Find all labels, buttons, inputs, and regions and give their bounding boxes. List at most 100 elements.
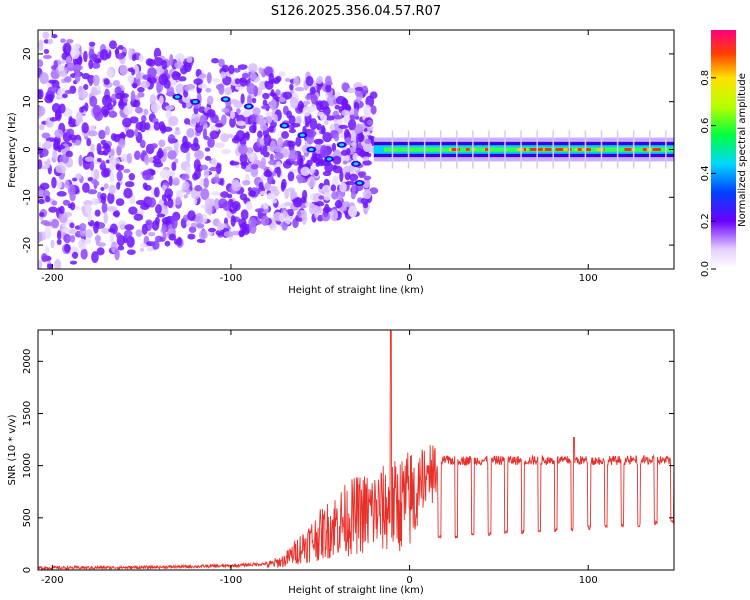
- spectrogram-blob: [240, 209, 249, 221]
- spectrogram-blob: [242, 180, 251, 186]
- spectrogram-blob: [158, 139, 166, 148]
- carrier-streak: [552, 130, 555, 169]
- spectrogram-blob: [221, 114, 227, 126]
- spectrogram-blob: [288, 149, 298, 162]
- spectrogram-blob: [45, 195, 51, 203]
- spectrogram-blob: [332, 165, 343, 174]
- spectrogram-blob: [241, 72, 250, 79]
- spectrogram-blob: [252, 121, 257, 134]
- spectrogram-blob: [199, 73, 207, 79]
- spectrogram-blob: [340, 153, 350, 163]
- spectrogram-blob: [342, 160, 348, 165]
- spectrogram-blob: [43, 39, 50, 44]
- spectrogram-blob: [103, 142, 110, 150]
- spectrogram-blob: [108, 184, 116, 195]
- colorbar-tick-label: 0.0: [700, 261, 711, 277]
- spectrogram-blob: [184, 118, 191, 125]
- spectrogram-blob: [262, 99, 268, 106]
- spectrogram-blob: [268, 159, 278, 166]
- spectrogram-blob: [92, 74, 100, 87]
- spectrogram-blob: [251, 97, 257, 104]
- spectrogram-blob: [38, 123, 45, 131]
- spectrogram-blob: [262, 92, 270, 100]
- spectrogram-blob: [229, 110, 236, 120]
- spectrogram-blob: [78, 89, 89, 99]
- spectrogram-blob: [227, 193, 233, 199]
- colorbar-tick-label: 0.6: [700, 118, 711, 134]
- spectrogram-blob: [296, 115, 302, 121]
- spectrogram-blob: [172, 177, 180, 186]
- spectrogram-blob: [141, 223, 148, 235]
- spectrogram-blob: [43, 140, 53, 150]
- spectrogram-ytick-label: 0: [22, 146, 33, 152]
- spectrogram-blob: [60, 38, 66, 44]
- spectrogram-blob: [145, 58, 153, 66]
- carrier-peak: [564, 148, 569, 151]
- spectrogram-blob: [325, 83, 332, 93]
- spectrogram-blob: [281, 222, 288, 231]
- spectrogram-blob: [118, 138, 126, 149]
- spectrogram-blob: [239, 136, 247, 147]
- spectrogram-blob: [348, 173, 359, 182]
- spectrogram-blob: [63, 211, 73, 218]
- spectrogram-blob: [240, 93, 245, 105]
- spectrogram-blob: [133, 213, 144, 221]
- spectrogram-blob: [94, 58, 102, 64]
- spectrogram-blob: [68, 134, 77, 141]
- spectrogram-blob: [134, 106, 143, 114]
- spectrogram-blob: [193, 158, 201, 171]
- spectrogram-blob: [298, 157, 304, 170]
- spectrogram-blob: [65, 56, 72, 64]
- spectrogram-blob: [48, 206, 58, 213]
- spectrogram-blob: [320, 144, 328, 157]
- spectrogram-blob: [152, 159, 162, 165]
- spectrogram-blob: [242, 224, 247, 232]
- spectrogram-blob: [48, 91, 54, 102]
- spectrogram-blob: [319, 114, 328, 121]
- spectrogram-blob: [249, 72, 258, 81]
- spectrogram-blob: [128, 173, 136, 181]
- spectrogram-blob: [306, 129, 317, 138]
- carrier-streak: [504, 130, 506, 169]
- spectrogram-blob: [289, 190, 298, 199]
- spectrogram-blob: [115, 163, 120, 169]
- spectrogram-blob: [302, 105, 311, 117]
- spectrogram-blob: [94, 169, 100, 181]
- spectrogram-blob: [211, 58, 219, 64]
- spectrogram-blob: [315, 76, 323, 85]
- spectrogram-blob: [175, 83, 185, 94]
- spectrogram-blob: [135, 229, 143, 237]
- spectrogram-blob: [43, 48, 50, 54]
- spectrogram-feature-core: [308, 148, 314, 151]
- spectrogram-blob: [124, 224, 135, 231]
- spectrogram-blob: [38, 146, 43, 155]
- spectrogram-blob: [109, 232, 115, 244]
- spectrogram-blob: [204, 135, 210, 141]
- carrier-peak: [642, 148, 650, 151]
- spectrogram-blob: [248, 63, 258, 74]
- spectrogram-blob: [137, 86, 145, 93]
- spectrogram-blob: [287, 171, 295, 182]
- spectrogram-blob: [248, 152, 256, 163]
- spectrogram-blob: [233, 100, 244, 108]
- spectrogram-blob: [87, 189, 98, 195]
- spectrogram-blob: [256, 114, 265, 125]
- spectrogram-blob: [168, 233, 177, 241]
- carrier-peak: [624, 148, 629, 151]
- spectrogram-feature-core: [282, 124, 288, 128]
- spectrogram-blob: [207, 95, 214, 106]
- spectrogram-blob: [109, 40, 117, 50]
- carrier-peak: [451, 148, 459, 151]
- spectrogram-blob: [72, 251, 79, 259]
- spectrogram-blob: [221, 148, 232, 154]
- spectrogram-ylabel: Frequency (Hz): [7, 112, 18, 188]
- spectrogram-blob: [88, 75, 94, 87]
- spectrogram-blob: [51, 102, 61, 113]
- spectrogram-blob: [165, 109, 172, 119]
- spectrogram-blob: [90, 86, 98, 96]
- spectrogram-blob: [168, 175, 173, 187]
- spectrogram-blob: [363, 175, 372, 181]
- spectrogram-blob: [208, 166, 218, 172]
- carrier-streak: [407, 130, 410, 169]
